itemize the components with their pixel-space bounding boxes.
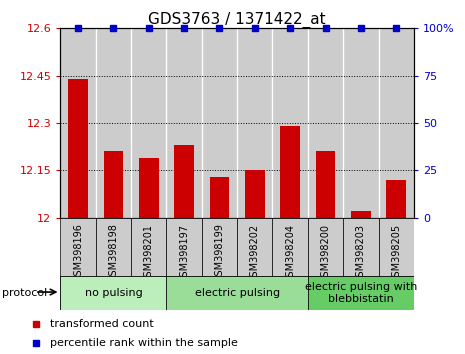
Bar — [174, 145, 194, 218]
Bar — [308, 28, 343, 218]
Text: GSM398200: GSM398200 — [320, 224, 331, 282]
Bar — [343, 28, 379, 218]
Bar — [210, 177, 229, 218]
Bar — [68, 79, 88, 218]
Bar — [308, 218, 343, 276]
Bar — [351, 211, 371, 218]
Bar — [104, 152, 123, 218]
Text: electric pulsing with
blebbistatin: electric pulsing with blebbistatin — [305, 282, 417, 304]
Text: GSM398201: GSM398201 — [144, 224, 154, 282]
Text: GSM398202: GSM398202 — [250, 224, 260, 283]
Bar — [272, 218, 308, 276]
Bar — [272, 28, 308, 218]
Text: protocol: protocol — [2, 288, 47, 298]
Text: GSM398205: GSM398205 — [391, 224, 401, 283]
Bar — [308, 276, 414, 310]
Bar — [245, 170, 265, 218]
Bar — [131, 218, 166, 276]
Text: GSM398203: GSM398203 — [356, 224, 366, 282]
Bar — [96, 218, 131, 276]
Text: transformed count: transformed count — [50, 319, 154, 329]
Text: no pulsing: no pulsing — [85, 288, 142, 298]
Bar — [202, 28, 237, 218]
Bar — [343, 218, 379, 276]
Text: GSM398204: GSM398204 — [285, 224, 295, 282]
Text: electric pulsing: electric pulsing — [194, 288, 280, 298]
Text: percentile rank within the sample: percentile rank within the sample — [50, 338, 239, 348]
Bar — [316, 152, 335, 218]
Bar — [139, 158, 159, 218]
Bar — [237, 218, 272, 276]
Bar — [60, 276, 166, 310]
Bar — [379, 218, 414, 276]
Bar — [280, 126, 300, 218]
Bar — [166, 28, 202, 218]
Title: GDS3763 / 1371422_at: GDS3763 / 1371422_at — [148, 12, 326, 28]
Bar — [202, 218, 237, 276]
Text: GSM398198: GSM398198 — [108, 224, 119, 282]
Bar — [60, 28, 96, 218]
Bar — [166, 218, 202, 276]
Bar — [379, 28, 414, 218]
Bar — [96, 28, 131, 218]
Bar — [386, 180, 406, 218]
Bar — [166, 276, 308, 310]
Bar — [237, 28, 272, 218]
Text: GSM398199: GSM398199 — [214, 224, 225, 282]
Text: GSM398196: GSM398196 — [73, 224, 83, 282]
Bar — [60, 218, 96, 276]
Text: GSM398197: GSM398197 — [179, 224, 189, 282]
Bar — [131, 28, 166, 218]
